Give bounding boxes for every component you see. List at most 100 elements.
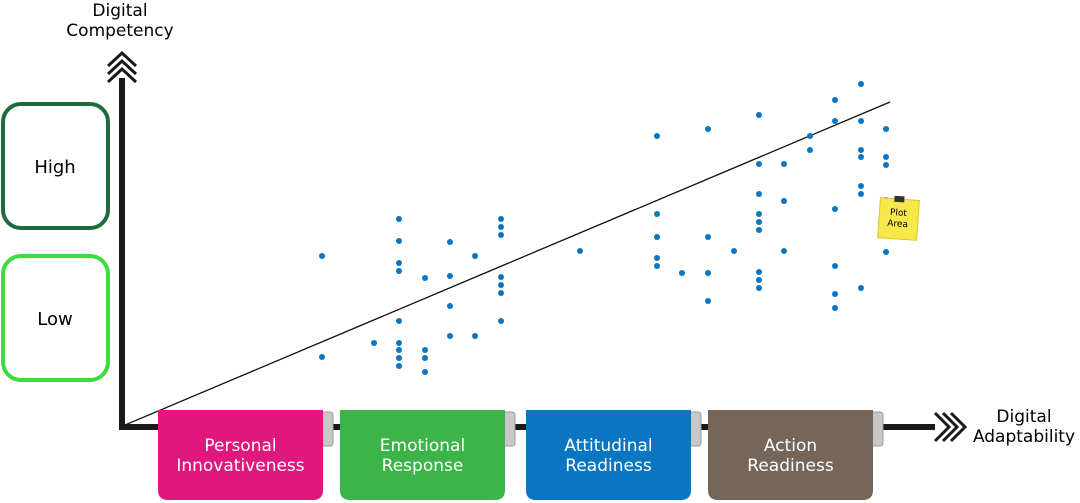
point — [498, 282, 504, 288]
point — [498, 216, 504, 222]
stage-label: Readiness — [565, 456, 652, 476]
point — [832, 118, 838, 124]
point — [883, 126, 889, 132]
point — [832, 263, 838, 269]
point — [498, 224, 504, 230]
point — [447, 239, 453, 245]
point — [654, 133, 660, 139]
point — [447, 273, 453, 279]
point — [472, 253, 478, 259]
point — [705, 234, 711, 240]
stage-label: Action — [764, 436, 817, 456]
point — [422, 275, 428, 281]
point — [781, 161, 787, 167]
point — [396, 340, 402, 346]
point — [498, 274, 504, 280]
point — [498, 290, 504, 296]
point — [498, 232, 504, 238]
point — [756, 277, 762, 283]
sticky-note: Plot Area — [877, 195, 920, 241]
point — [422, 355, 428, 361]
point — [472, 333, 478, 339]
y-arrow — [106, 50, 138, 84]
point — [654, 234, 660, 240]
stage-tab — [708, 410, 873, 500]
x-arrow — [933, 411, 968, 443]
point — [422, 347, 428, 353]
point — [756, 112, 762, 118]
point — [396, 268, 402, 274]
points — [319, 81, 889, 375]
stage-label: Innovativeness — [176, 456, 304, 476]
level-label: Low — [37, 309, 72, 330]
point — [396, 260, 402, 266]
level-box — [1, 102, 110, 230]
point — [858, 191, 864, 197]
stage-tab — [526, 410, 691, 500]
point — [731, 248, 737, 254]
stage-label: Readiness — [747, 456, 834, 476]
stage-tab — [340, 410, 505, 500]
point — [883, 249, 889, 255]
point — [577, 248, 583, 254]
point — [756, 269, 762, 275]
point — [756, 211, 762, 217]
stage-label: Attitudinal — [564, 436, 652, 456]
point — [858, 81, 864, 87]
point — [705, 126, 711, 132]
point — [396, 318, 402, 324]
point — [781, 198, 787, 204]
point — [396, 238, 402, 244]
point — [832, 206, 838, 212]
point — [498, 318, 504, 324]
point — [422, 369, 428, 375]
point — [807, 147, 813, 153]
point — [447, 303, 453, 309]
point — [883, 162, 889, 168]
point — [654, 263, 660, 269]
point — [858, 147, 864, 153]
stage-label: Response — [382, 456, 464, 476]
point — [858, 154, 864, 160]
note-text: Area — [887, 219, 908, 230]
level-box — [1, 254, 110, 382]
stage-label: Emotional — [380, 436, 465, 456]
stage-label: Personal — [204, 436, 276, 456]
point — [319, 253, 325, 259]
point — [832, 291, 838, 297]
point — [396, 355, 402, 361]
point — [756, 227, 762, 233]
point — [781, 248, 787, 254]
point — [858, 183, 864, 189]
point — [396, 363, 402, 369]
y-axis-title: Digital — [92, 1, 147, 21]
point — [756, 161, 762, 167]
point — [807, 133, 813, 139]
point — [832, 97, 838, 103]
stage-tab — [158, 410, 323, 500]
note-pin — [894, 195, 905, 203]
x-axis-title: Digital — [996, 407, 1051, 427]
point — [705, 298, 711, 304]
note-text: Plot — [890, 208, 908, 219]
level-label: High — [34, 157, 75, 178]
axes — [106, 50, 968, 443]
y-axis-title: Competency — [66, 21, 173, 41]
point — [756, 219, 762, 225]
point — [858, 118, 864, 124]
point — [447, 333, 453, 339]
point — [396, 216, 402, 222]
x-axis-title: Adaptability — [973, 427, 1075, 447]
point — [756, 191, 762, 197]
point — [654, 211, 660, 217]
point — [883, 154, 889, 160]
point — [756, 285, 762, 291]
point — [858, 285, 864, 291]
point — [705, 270, 711, 276]
point — [319, 354, 325, 360]
point — [832, 305, 838, 311]
point — [654, 255, 660, 261]
point — [371, 340, 377, 346]
point — [396, 347, 402, 353]
